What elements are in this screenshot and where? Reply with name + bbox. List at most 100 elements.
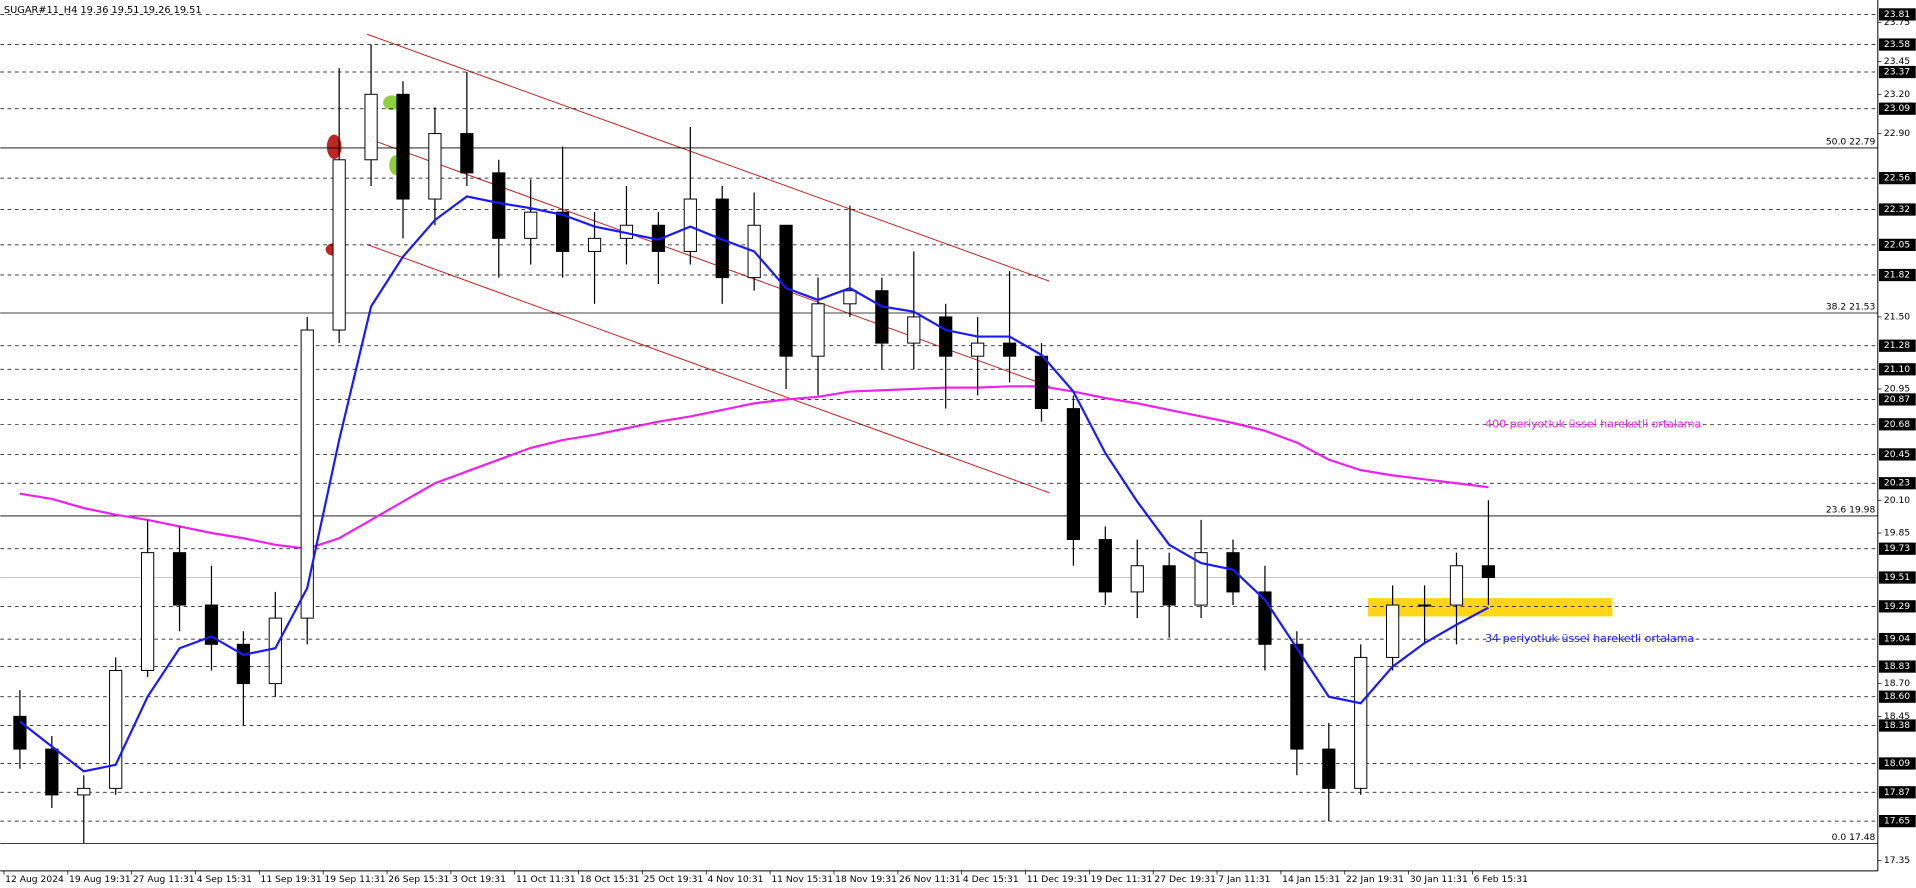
level-label: 18.38 (1884, 720, 1910, 731)
candle-body (524, 211, 538, 239)
level-box (1879, 690, 1916, 703)
level-label: 20.45 (1884, 449, 1910, 460)
level-box (1879, 38, 1916, 51)
x-tick-label: 7 Jan 11:31 (1218, 874, 1270, 885)
plot: 23.75 23.45 23.20 22.90 21.50 20.95 20.10 19.85… (0, 8, 1916, 885)
x-tick-label: 3 Oct 19:31 (452, 874, 506, 885)
candle-body (1417, 604, 1432, 607)
x-tick-label: 11 Oct 11:31 (516, 874, 576, 885)
candle-body (939, 316, 953, 357)
level-label: 21.10 (1884, 364, 1910, 375)
y-tick-label: 21.50 (1884, 311, 1910, 322)
level-label: 21.28 (1884, 340, 1910, 351)
candle-body (77, 787, 91, 796)
y-tick-label: 22.90 (1884, 128, 1910, 139)
x-tick-label: 12 Aug 2024 (5, 874, 64, 885)
level-label: 21.82 (1884, 270, 1910, 281)
x-tick-label: 4 Nov 10:31 (708, 874, 764, 885)
candle-body (332, 159, 346, 331)
level-box (1879, 719, 1916, 732)
y-tick-label: 23.45 (1884, 56, 1910, 67)
x-tick-label: 30 Jan 11:31 (1410, 874, 1468, 885)
level-box (1879, 171, 1916, 185)
level-label: 19.29 (1884, 601, 1910, 612)
level-box (1879, 632, 1916, 646)
support-zone (1367, 598, 1613, 617)
candle-body (1226, 552, 1240, 593)
x-tick-label: 11 Sep 19:31 (261, 874, 322, 885)
candle-body (109, 670, 123, 789)
candle-body (1194, 552, 1208, 606)
ema34-line (19, 195, 1489, 773)
x-tick-label: 19 Sep 11:31 (324, 874, 385, 885)
fib-label: 50.0 22.79 (1826, 136, 1876, 147)
level-label: 22.05 (1884, 239, 1910, 250)
level-label: 17.65 (1884, 816, 1910, 827)
x-tick-label: 11 Dec 19:31 (1027, 874, 1089, 885)
candle-body (971, 342, 985, 357)
level-box (1879, 339, 1916, 352)
candle-body (1449, 565, 1464, 606)
level-box (1879, 542, 1916, 555)
annotation: 34 periyotluk üssel hareketli ortalama (1485, 632, 1694, 645)
level-box (1879, 8, 1916, 21)
x-tick-label: 26 Sep 15:31 (388, 874, 449, 885)
channel (367, 33, 1050, 494)
fib-label: 38.2 21.53 (1826, 301, 1876, 312)
y-tick-label: 23.20 (1884, 89, 1910, 100)
x-tick-label: 19 Aug 19:31 (69, 874, 131, 885)
x-tick-label: 4 Sep 15:31 (197, 874, 252, 885)
level-label: 20.23 (1884, 478, 1910, 489)
level-box (1879, 600, 1916, 613)
candle-body (1066, 408, 1081, 541)
y-tick-label: 18.70 (1884, 678, 1910, 689)
candle-body (1481, 565, 1496, 579)
candle-body (587, 237, 602, 252)
level-box (1879, 238, 1916, 252)
level-label: 20.87 (1884, 394, 1910, 405)
candle-body (364, 93, 378, 161)
fib-label: 0.0 17.48 (1832, 832, 1876, 843)
x-tick-label: 6 Feb 15:31 (1474, 874, 1528, 885)
marker (383, 95, 401, 111)
candle-body (556, 211, 570, 252)
x-tick-label: 11 Nov 15:31 (771, 874, 833, 885)
x-tick-label: 22 Jan 19:31 (1346, 874, 1404, 885)
level-label: 19.04 (1884, 634, 1910, 645)
x-tick-label: 14 Jan 15:31 (1282, 874, 1340, 885)
x-tick-label: 26 Nov 11:31 (899, 874, 961, 885)
fib-label: 23.6 19.98 (1826, 504, 1876, 515)
level-box (1879, 786, 1916, 799)
candle-body (1162, 565, 1176, 606)
candle-body (141, 552, 155, 671)
level-label: 23.37 (1884, 67, 1910, 78)
level-label: 18.83 (1884, 661, 1910, 672)
level-box (1879, 203, 1916, 216)
x-tick-label: 27 Dec 19:31 (1154, 874, 1216, 885)
level-label: 17.87 (1884, 787, 1910, 798)
channel-bottom (367, 244, 1050, 494)
x-tick-label: 4 Dec 15:31 (963, 874, 1019, 885)
candle-body (396, 93, 410, 200)
candle-body (1130, 565, 1144, 593)
candle-body (1354, 656, 1368, 789)
level-box (1879, 268, 1916, 282)
level-box (1879, 448, 1916, 461)
current-price-label: 19.51 (1884, 572, 1910, 583)
ema400-line (19, 385, 1489, 550)
candle-body (172, 552, 187, 606)
x-tick-label: 18 Oct 15:31 (580, 874, 640, 885)
candle-body (811, 303, 825, 357)
candle-body (45, 748, 59, 796)
channel-mid (367, 137, 1050, 387)
candle-body (843, 290, 857, 305)
level-label: 22.32 (1884, 204, 1910, 215)
level-label: 22.56 (1884, 173, 1910, 184)
level-box (1879, 102, 1916, 115)
candle-body (875, 290, 889, 344)
level-box (1879, 477, 1916, 490)
candle-body (13, 715, 27, 750)
candle-body (1386, 604, 1400, 658)
